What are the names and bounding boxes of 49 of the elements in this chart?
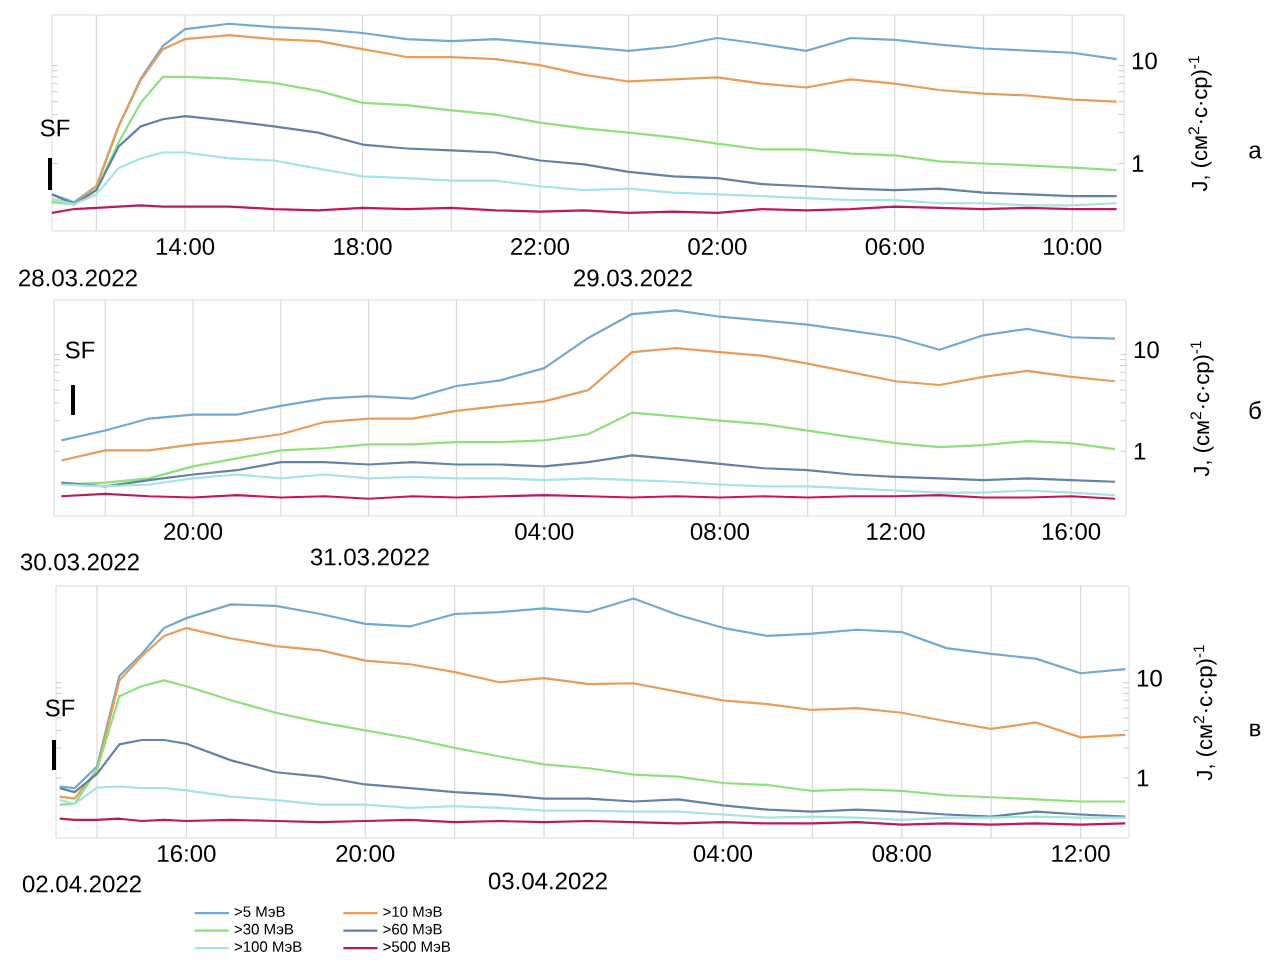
y-tick-label: 1	[1132, 155, 1144, 172]
y-tick-label: 10	[1132, 52, 1157, 70]
x-tick-label: 04:00	[515, 523, 574, 541]
x-tick-label: 06:00	[865, 238, 924, 256]
text: в	[1250, 723, 1261, 737]
x-tick-label: 14:00	[156, 238, 215, 256]
line-series	[60, 309, 1117, 442]
y-tick-label: 10	[1134, 341, 1159, 359]
y-axis-title: J, (см$^{2}$·с·ср)$^{-1}$	[1188, 56, 1212, 192]
x-tick-label: 16:00	[158, 845, 216, 863]
x-tick-label: 08:00	[690, 523, 749, 541]
line-series	[60, 473, 1117, 497]
line-series	[50, 151, 1118, 207]
x-tick-label: 20:00	[164, 523, 223, 541]
text: 28.03.2022	[19, 269, 137, 287]
text: б	[1249, 401, 1261, 419]
line-series	[58, 738, 1127, 818]
x-tick-label: 12:00	[867, 523, 925, 541]
text: 02.04.2022	[22, 875, 141, 893]
y-tick-label: 10	[1137, 669, 1162, 687]
annotation: SF	[45, 699, 75, 717]
text: а	[1249, 145, 1262, 159]
x-tick-label: 22:00	[511, 238, 570, 256]
y-axis-title: J, (см$^{2}$·с·ср)$^{-1}$	[1190, 341, 1214, 477]
x-tick-label: 02:00	[688, 238, 747, 256]
line-series	[60, 454, 1117, 488]
text: 29.03.2022	[574, 269, 692, 287]
x-tick-label: 10:00	[1044, 238, 1102, 256]
legend-label: >500 МэВ	[383, 941, 451, 953]
y-axis-title: J, (см$^{2}$·с·ср)$^{-1}$	[1193, 645, 1217, 781]
text: 31.03.2022	[310, 548, 429, 566]
annotation: SF	[40, 119, 70, 137]
annotation: SF	[65, 341, 95, 359]
x-tick-label: 04:00	[693, 845, 752, 863]
x-tick-label: 18:00	[334, 238, 392, 256]
x-tick-label: 16:00	[1042, 523, 1101, 541]
legend-label: >100 МэВ	[234, 941, 302, 953]
legend-label: >60 МэВ	[383, 923, 442, 935]
x-tick-label: 20:00	[336, 845, 395, 863]
y-tick-label: 1	[1134, 443, 1146, 460]
text: 03.04.2022	[488, 872, 607, 890]
legend-label: >5 МэВ	[234, 906, 285, 918]
x-tick-label: 12:00	[1052, 845, 1110, 863]
line-series	[58, 785, 1127, 822]
y-tick-label: 1	[1137, 769, 1149, 787]
legend-label: >10 МэВ	[383, 906, 442, 918]
x-tick-label: 08:00	[872, 845, 931, 863]
legend-label: >30 МэВ	[234, 923, 294, 935]
text: 30.03.2022	[20, 553, 139, 571]
